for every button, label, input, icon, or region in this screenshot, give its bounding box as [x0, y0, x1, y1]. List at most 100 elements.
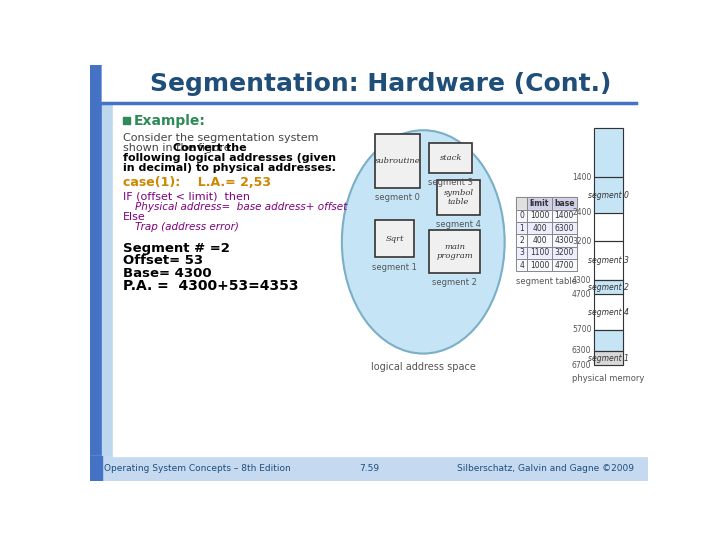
Text: subroutine: subroutine — [375, 157, 420, 165]
Bar — [90, 456, 102, 481]
Text: Sqrt: Sqrt — [385, 235, 404, 243]
Text: Segmentation: Hardware (Cont.): Segmentation: Hardware (Cont.) — [150, 72, 612, 96]
Bar — [375, 220, 414, 257]
Bar — [594, 330, 624, 351]
Bar — [552, 197, 577, 210]
Bar — [527, 234, 552, 247]
Bar — [594, 128, 624, 178]
Text: 1000: 1000 — [530, 260, 549, 269]
Bar — [527, 222, 552, 234]
Bar — [375, 134, 420, 188]
Text: segment 3: segment 3 — [428, 178, 473, 187]
Bar — [90, 65, 102, 481]
Text: 1400: 1400 — [572, 173, 591, 182]
Bar — [527, 247, 552, 259]
Text: Convert the: Convert the — [173, 143, 246, 153]
Bar — [527, 259, 552, 271]
Bar — [594, 330, 624, 351]
Text: stack: stack — [439, 154, 462, 162]
Text: shown in the figure..: shown in the figure.. — [122, 143, 238, 153]
Bar — [437, 180, 480, 215]
Text: segment 0: segment 0 — [375, 193, 420, 202]
Bar — [516, 197, 527, 210]
Bar — [527, 234, 552, 247]
Bar — [552, 247, 577, 259]
Text: segment 2: segment 2 — [588, 283, 629, 292]
Bar — [527, 210, 552, 222]
Text: segment 4: segment 4 — [436, 220, 480, 230]
Text: segment 0: segment 0 — [588, 191, 629, 200]
Bar — [594, 351, 624, 365]
Text: 1100: 1100 — [530, 248, 549, 257]
Text: 6300: 6300 — [554, 224, 574, 233]
Text: 1: 1 — [519, 224, 524, 233]
Bar — [516, 210, 527, 222]
Text: following logical addresses (given: following logical addresses (given — [122, 153, 336, 163]
Bar — [552, 210, 577, 222]
Text: in decimal) to physical addresses.: in decimal) to physical addresses. — [122, 164, 336, 173]
Bar — [552, 222, 577, 234]
Bar — [516, 222, 527, 234]
Text: 400: 400 — [532, 224, 546, 233]
Text: segment 4: segment 4 — [588, 307, 629, 316]
Bar — [437, 180, 480, 215]
Bar — [375, 134, 420, 188]
Bar — [594, 294, 624, 330]
Bar — [429, 231, 480, 273]
Bar — [552, 259, 577, 271]
Text: 6700: 6700 — [572, 361, 591, 369]
Bar — [516, 259, 527, 271]
Bar — [516, 210, 527, 222]
Bar — [102, 103, 113, 456]
Text: P.A. =  4300+53=4353: P.A. = 4300+53=4353 — [122, 279, 298, 293]
Text: case(1):    L.A.= 2,53: case(1): L.A.= 2,53 — [122, 176, 271, 188]
Text: 4700: 4700 — [554, 260, 574, 269]
Bar — [552, 234, 577, 247]
Bar — [122, 117, 130, 124]
Text: 2: 2 — [519, 236, 524, 245]
Text: segment 2: segment 2 — [432, 278, 477, 287]
Text: Segment # =2: Segment # =2 — [122, 242, 230, 255]
Bar — [527, 222, 552, 234]
Bar — [527, 197, 552, 210]
Text: 1000: 1000 — [530, 211, 549, 220]
Text: 3200: 3200 — [554, 248, 574, 257]
Bar — [594, 128, 624, 178]
Bar — [594, 241, 624, 280]
Text: Silberschatz, Galvin and Gagne ©2009: Silberschatz, Galvin and Gagne ©2009 — [457, 464, 634, 473]
Text: Offset= 53: Offset= 53 — [122, 254, 202, 267]
Bar — [527, 210, 552, 222]
Bar — [429, 231, 480, 273]
Text: 1400: 1400 — [554, 211, 574, 220]
Bar — [552, 197, 577, 210]
Bar — [552, 259, 577, 271]
Bar — [594, 280, 624, 294]
Bar — [516, 234, 527, 247]
Text: segment 1: segment 1 — [588, 354, 629, 362]
Bar — [594, 351, 624, 365]
Text: Base= 4300: Base= 4300 — [122, 267, 211, 280]
Bar — [516, 222, 527, 234]
Text: 3: 3 — [519, 248, 524, 257]
Bar — [527, 259, 552, 271]
Text: 4: 4 — [519, 260, 524, 269]
Bar — [429, 143, 472, 173]
Text: symbol
table: symbol table — [444, 189, 474, 206]
Bar — [594, 178, 624, 213]
Text: 5700: 5700 — [572, 325, 591, 334]
Text: 400: 400 — [532, 236, 546, 245]
Text: Consider the segmentation system: Consider the segmentation system — [122, 133, 318, 143]
Bar — [113, 103, 648, 456]
Text: segment table: segment table — [516, 278, 577, 286]
Text: 2400: 2400 — [572, 208, 591, 218]
Bar — [516, 247, 527, 259]
Text: logical address space: logical address space — [371, 362, 476, 372]
Text: IF (offset < limit)  then: IF (offset < limit) then — [122, 192, 250, 202]
Bar — [594, 294, 624, 330]
Text: 3200: 3200 — [572, 237, 591, 246]
Bar — [102, 65, 648, 103]
Text: limit: limit — [530, 199, 549, 208]
Bar — [429, 143, 472, 173]
Text: Else: Else — [122, 212, 145, 222]
Bar — [594, 178, 624, 213]
